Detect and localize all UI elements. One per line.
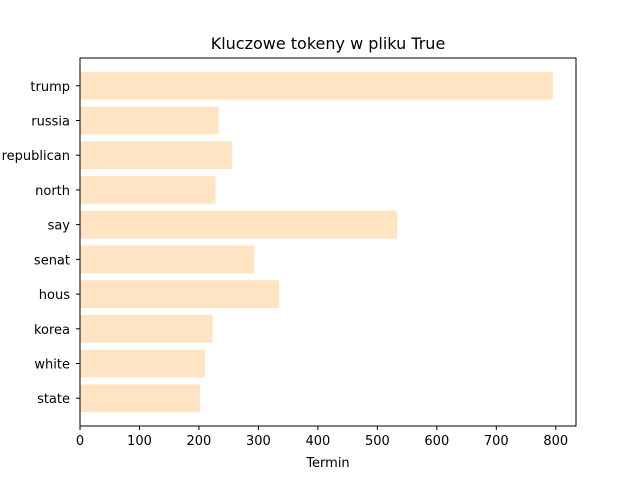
- y-tick-label-russia: russia: [31, 114, 70, 129]
- chart-title: Kluczowe tokeny w pliku True: [211, 34, 446, 53]
- x-tick-label-400: 400: [305, 434, 330, 449]
- plot-frame: [79, 57, 577, 427]
- x-tick-label-500: 500: [365, 434, 390, 449]
- y-tick-label-north: north: [35, 184, 70, 199]
- x-tick-label-300: 300: [246, 434, 271, 449]
- bar-state: [80, 384, 201, 413]
- bars-group: [80, 71, 553, 413]
- x-ticks: 0 100 200 300 400 500 600 700 800: [76, 426, 568, 449]
- bar-white: [80, 349, 205, 378]
- bar-say: [80, 210, 397, 239]
- x-tick-label-0: 0: [76, 434, 84, 449]
- y-tick-label-hous: hous: [39, 288, 70, 303]
- y-tick-label-white: white: [34, 358, 70, 373]
- y-tick-labels: trump russia republican north say senat hous ko…: [2, 80, 80, 407]
- x-tick-label-200: 200: [187, 434, 212, 449]
- x-tick-label-600: 600: [424, 434, 449, 449]
- y-tick-label-say: say: [48, 219, 71, 234]
- bar-trump: [80, 71, 553, 100]
- y-tick-label-state: state: [37, 392, 70, 407]
- bar-north: [80, 176, 216, 204]
- bar-senat: [80, 245, 255, 274]
- x-tick-label-700: 700: [484, 434, 509, 449]
- x-axis-label: Termin: [305, 456, 349, 471]
- bar-russia: [80, 106, 219, 135]
- y-tick-label-senat: senat: [34, 253, 70, 268]
- y-tick-label-trump: trump: [30, 80, 70, 95]
- x-tick-label-100: 100: [127, 434, 152, 449]
- bar-hous: [80, 280, 280, 308]
- y-tick-label-korea: korea: [34, 323, 70, 338]
- y-tick-label-republican: republican: [2, 149, 70, 164]
- bar-korea: [80, 314, 213, 343]
- x-tick-label-800: 800: [543, 434, 568, 449]
- bar-republican: [80, 141, 233, 170]
